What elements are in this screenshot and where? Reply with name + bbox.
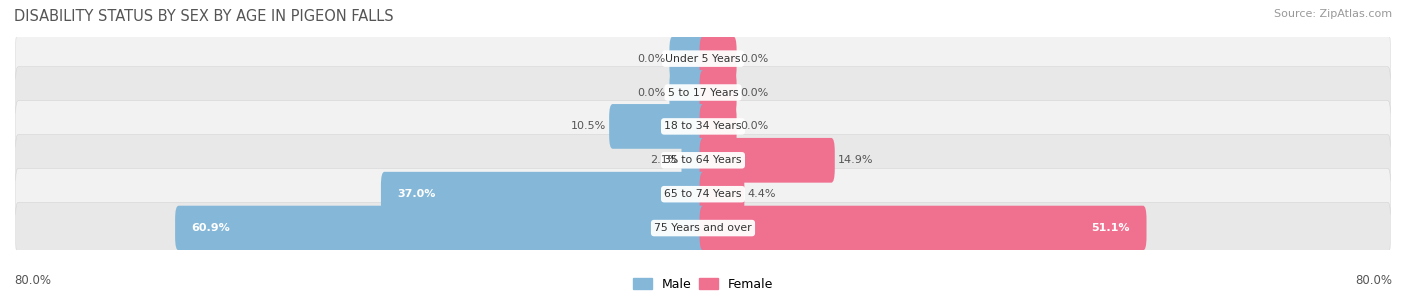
Text: Under 5 Years: Under 5 Years: [665, 54, 741, 64]
FancyBboxPatch shape: [15, 67, 1391, 118]
Text: DISABILITY STATUS BY SEX BY AGE IN PIGEON FALLS: DISABILITY STATUS BY SEX BY AGE IN PIGEO…: [14, 9, 394, 24]
FancyBboxPatch shape: [15, 202, 1391, 254]
Text: 80.0%: 80.0%: [1355, 274, 1392, 287]
Text: 37.0%: 37.0%: [398, 189, 436, 199]
Text: 18 to 34 Years: 18 to 34 Years: [664, 121, 742, 131]
Text: Source: ZipAtlas.com: Source: ZipAtlas.com: [1274, 9, 1392, 19]
FancyBboxPatch shape: [682, 138, 706, 183]
Text: 14.9%: 14.9%: [838, 155, 873, 165]
FancyBboxPatch shape: [700, 172, 744, 217]
Text: 4.4%: 4.4%: [748, 189, 776, 199]
FancyBboxPatch shape: [700, 206, 1146, 250]
Text: 65 to 74 Years: 65 to 74 Years: [664, 189, 742, 199]
Text: 35 to 64 Years: 35 to 64 Years: [664, 155, 742, 165]
FancyBboxPatch shape: [700, 138, 835, 183]
FancyBboxPatch shape: [669, 70, 706, 115]
Text: 0.0%: 0.0%: [740, 121, 768, 131]
FancyBboxPatch shape: [700, 104, 737, 149]
Text: 75 Years and over: 75 Years and over: [654, 223, 752, 233]
FancyBboxPatch shape: [15, 135, 1391, 186]
Text: 0.0%: 0.0%: [638, 54, 666, 64]
FancyBboxPatch shape: [15, 101, 1391, 152]
Text: 80.0%: 80.0%: [14, 274, 51, 287]
Text: 10.5%: 10.5%: [571, 121, 606, 131]
FancyBboxPatch shape: [609, 104, 706, 149]
Text: 0.0%: 0.0%: [638, 88, 666, 98]
Text: 0.0%: 0.0%: [740, 88, 768, 98]
Text: 2.1%: 2.1%: [650, 155, 678, 165]
Text: 60.9%: 60.9%: [191, 223, 231, 233]
FancyBboxPatch shape: [15, 33, 1391, 84]
Text: 0.0%: 0.0%: [740, 54, 768, 64]
FancyBboxPatch shape: [15, 168, 1391, 220]
FancyBboxPatch shape: [381, 172, 706, 217]
FancyBboxPatch shape: [700, 70, 737, 115]
FancyBboxPatch shape: [669, 36, 706, 81]
Text: 5 to 17 Years: 5 to 17 Years: [668, 88, 738, 98]
Text: 51.1%: 51.1%: [1091, 223, 1130, 233]
FancyBboxPatch shape: [700, 36, 737, 81]
Legend: Male, Female: Male, Female: [633, 278, 773, 291]
FancyBboxPatch shape: [176, 206, 706, 250]
